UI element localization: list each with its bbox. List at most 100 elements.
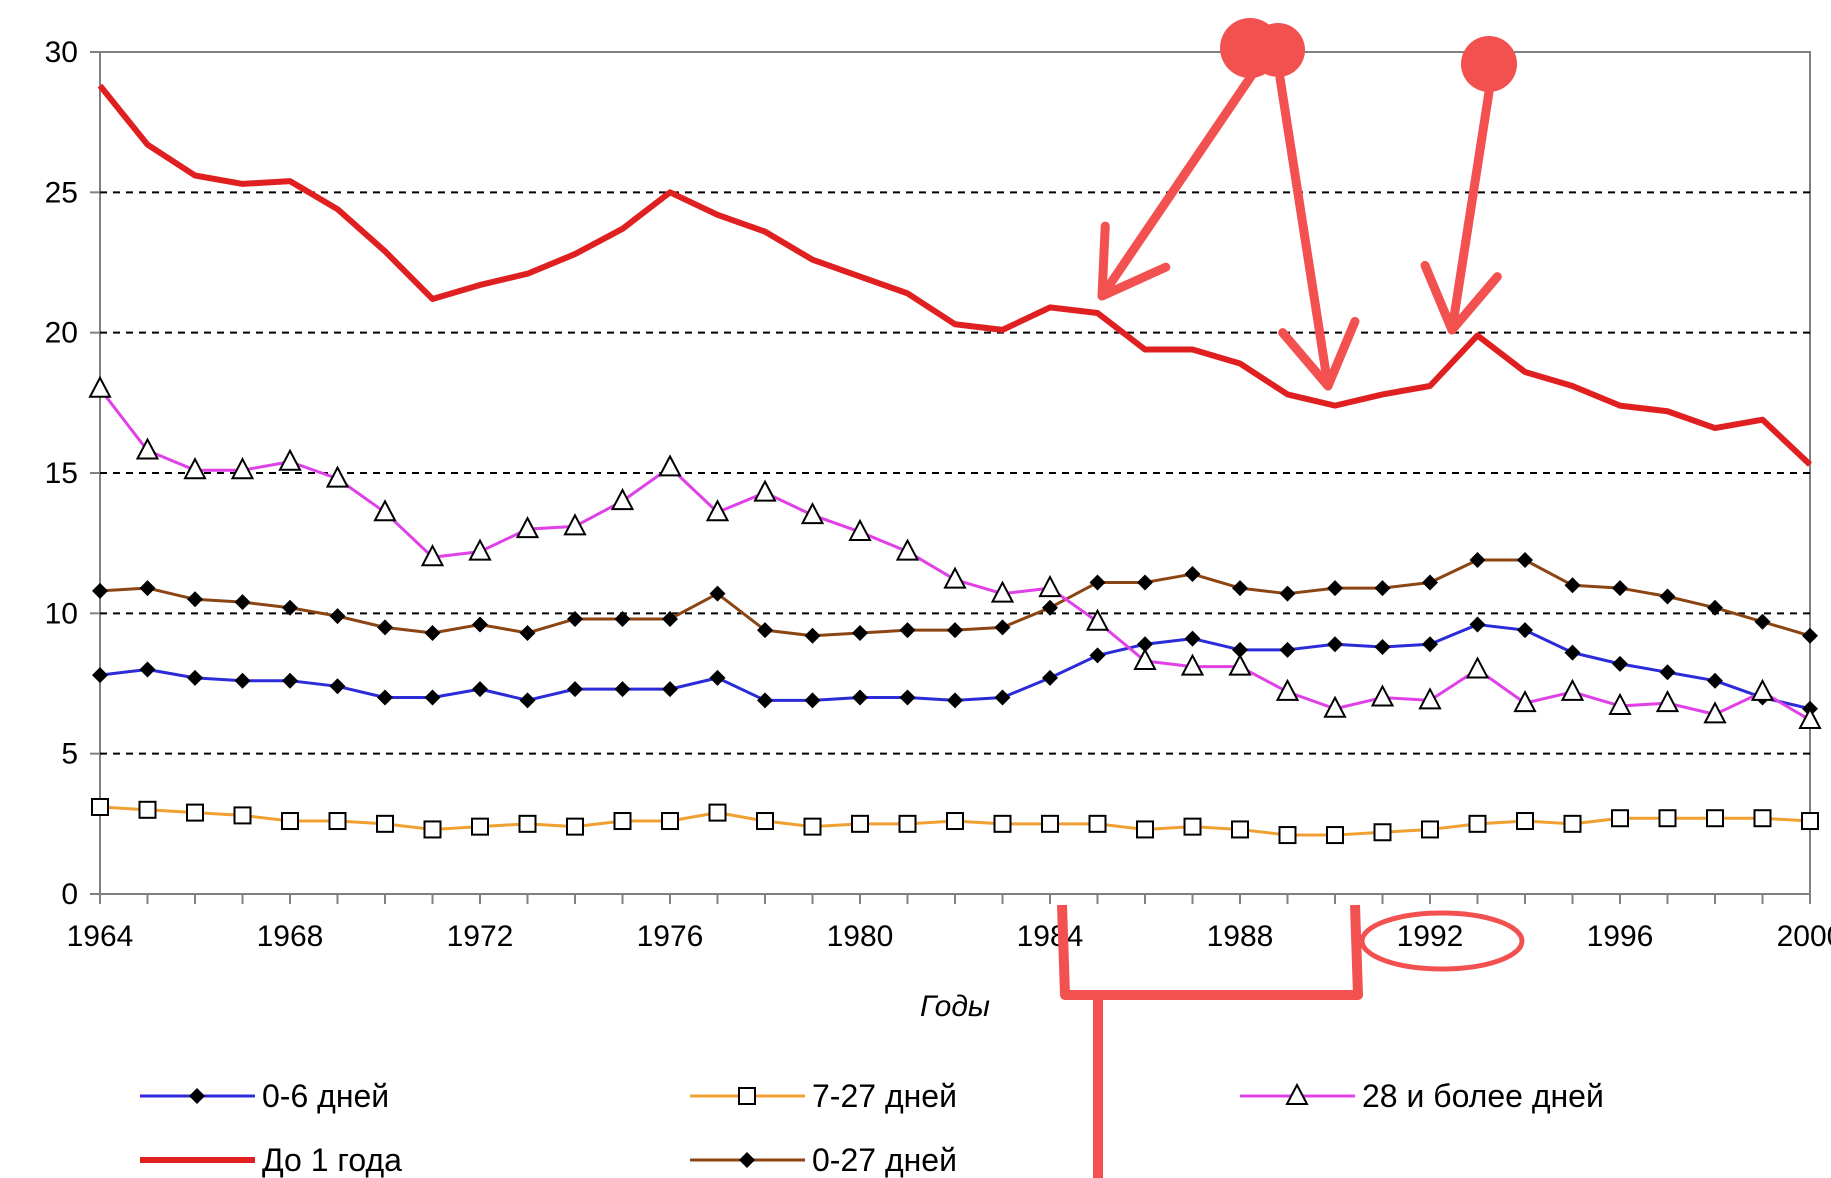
series-1 <box>91 797 1819 845</box>
data-point <box>518 814 537 833</box>
data-point <box>1088 814 1107 833</box>
data-point <box>757 692 773 709</box>
data-point <box>804 692 821 709</box>
data-point <box>1517 622 1533 639</box>
y-tick-label: 0 <box>61 878 78 911</box>
data-point <box>994 619 1011 636</box>
data-point <box>1370 684 1395 707</box>
data-point <box>946 812 964 831</box>
data-point <box>899 622 916 639</box>
data-point <box>1228 653 1252 676</box>
data-point <box>1184 630 1201 647</box>
y-tick-label: 10 <box>45 597 78 630</box>
data-point <box>1137 636 1153 653</box>
data-point <box>1655 689 1680 713</box>
x-tick-label: 1980 <box>827 920 894 953</box>
data-point <box>282 672 298 689</box>
data-point <box>661 812 679 831</box>
data-point <box>92 667 108 684</box>
data-point <box>800 501 825 525</box>
data-point <box>1279 585 1296 602</box>
data-point <box>1421 820 1439 839</box>
series-3 <box>97 83 1813 467</box>
y-tick-label: 25 <box>45 176 78 209</box>
annotations <box>1057 18 1525 1178</box>
data-point <box>282 599 298 616</box>
legend-item-1: 7-27 дней <box>690 1078 957 1114</box>
data-point <box>566 817 584 836</box>
data-point <box>1231 820 1249 839</box>
data-point <box>376 814 394 833</box>
data-point <box>377 619 393 636</box>
data-point <box>88 375 112 398</box>
data-point <box>187 591 203 608</box>
data-point <box>738 1087 756 1105</box>
data-point <box>1465 656 1490 679</box>
y-tick-label: 5 <box>61 738 78 771</box>
x-tick-label: 1972 <box>447 920 514 953</box>
axes: 0 5 10 15 20 25 30 1964 1968 1972 1976 1980 1984 1988… <box>45 36 1831 953</box>
data-point <box>1608 692 1632 715</box>
data-point <box>1560 678 1585 701</box>
data-point <box>851 814 869 833</box>
data-point <box>1418 687 1442 710</box>
data-point <box>1042 599 1058 616</box>
legend-item-4: 0-27 дней <box>690 1142 957 1178</box>
x-tick-label: 1964 <box>67 920 134 953</box>
data-point <box>1232 580 1248 597</box>
data-point <box>1323 695 1347 718</box>
series-0 <box>92 616 1818 717</box>
data-point <box>1374 639 1391 656</box>
annotation-arrow <box>1275 73 1360 391</box>
data-point <box>756 812 774 831</box>
data-point <box>1801 812 1819 831</box>
data-point <box>709 585 726 602</box>
data-point <box>1278 826 1297 845</box>
y-tick-label: 15 <box>45 457 78 490</box>
legend-label: До 1 года <box>262 1142 402 1178</box>
data-point <box>662 610 678 627</box>
data-point <box>1374 580 1391 597</box>
x-tick-label: 1968 <box>257 920 324 953</box>
data-point <box>1137 574 1153 591</box>
data-point <box>92 582 108 599</box>
data-point <box>1750 678 1775 701</box>
x-tick-label: 1992 <box>1397 920 1464 953</box>
data-point <box>898 814 917 833</box>
x-tick-label: 1984 <box>1017 920 1084 953</box>
x-tick-label: 2000 <box>1777 920 1831 953</box>
legend-item-3: До 1 года <box>140 1142 402 1178</box>
data-point <box>139 661 156 678</box>
data-point <box>739 1152 755 1168</box>
arrow-head <box>1097 221 1171 301</box>
data-point <box>1469 616 1486 633</box>
data-point <box>610 487 635 511</box>
data-point <box>183 457 207 480</box>
data-point <box>1373 823 1392 842</box>
data-point <box>1285 1082 1309 1105</box>
data-point <box>1612 580 1628 597</box>
legend-label: 0-27 дней <box>812 1142 957 1178</box>
data-point <box>1707 672 1723 689</box>
data-point <box>325 465 350 488</box>
legend-label: 28 и более дней <box>1362 1078 1604 1114</box>
data-point <box>187 669 203 686</box>
data-point <box>1513 689 1537 713</box>
data-point <box>186 803 204 822</box>
data-point <box>613 812 632 831</box>
data-point <box>1180 653 1205 676</box>
data-point <box>709 669 726 686</box>
x-axis-title: Годы <box>920 990 990 1023</box>
data-point <box>424 689 441 706</box>
data-point <box>91 797 109 816</box>
legend-item-0: 0-6 дней <box>140 1078 389 1114</box>
series-group <box>88 83 1822 845</box>
annotation-bracket <box>1057 904 1363 1000</box>
y-tick-label: 30 <box>45 36 78 69</box>
series-4 <box>92 552 1818 644</box>
data-point <box>1327 580 1343 597</box>
data-point <box>567 681 583 698</box>
data-point <box>947 692 963 709</box>
series-2 <box>88 375 1822 729</box>
